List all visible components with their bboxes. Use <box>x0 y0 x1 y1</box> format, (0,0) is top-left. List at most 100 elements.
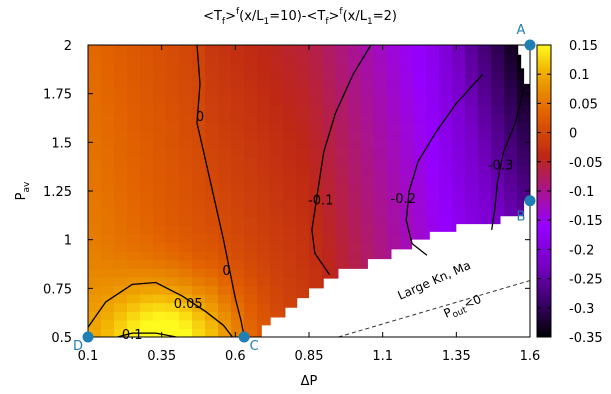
heatmap-cell <box>400 130 414 141</box>
heatmap-cell <box>179 302 193 312</box>
heatmap-cell <box>270 165 284 175</box>
heatmap-cell <box>465 130 479 141</box>
heatmap-cell <box>491 79 505 89</box>
heatmap-cell <box>127 319 141 330</box>
heatmap-cell <box>439 216 453 226</box>
heatmap-cell <box>244 148 258 158</box>
heatmap-cell <box>309 62 323 72</box>
heatmap-cell <box>218 96 232 106</box>
heatmap-cell <box>218 285 232 295</box>
heatmap-cell <box>140 156 154 166</box>
heatmap-cell <box>244 191 258 201</box>
heatmap-cell <box>257 285 271 295</box>
heatmap-cell <box>101 294 115 304</box>
heatmap-cell <box>244 302 258 312</box>
heatmap-cell <box>88 62 102 72</box>
heatmap-cell <box>166 311 180 321</box>
heatmap-cell <box>413 199 427 209</box>
heatmap-cell <box>517 105 530 115</box>
heatmap-cell <box>452 216 466 226</box>
heatmap-cell <box>244 62 258 72</box>
heatmap-cell <box>517 156 530 166</box>
heatmap-cell <box>179 319 193 330</box>
heatmap-cell <box>322 87 336 98</box>
heatmap-cell <box>192 148 206 158</box>
heatmap-cell <box>361 148 375 158</box>
heatmap-cell <box>192 268 206 278</box>
heatmap-cell <box>140 191 154 201</box>
heatmap-cell <box>179 139 193 149</box>
heatmap-cell <box>140 62 154 72</box>
heatmap-cell <box>335 45 349 55</box>
heatmap-cell <box>361 165 375 175</box>
heatmap-cell <box>491 96 505 106</box>
contour-line <box>117 332 177 337</box>
heatmap-cell <box>309 268 323 278</box>
heatmap-cell <box>127 130 141 141</box>
heatmap-cell <box>101 87 115 98</box>
heatmap-cell <box>465 53 479 63</box>
heatmap-cell <box>205 105 219 115</box>
heatmap-cell <box>153 311 167 321</box>
heatmap-cell <box>205 62 219 72</box>
x-axis-ticks: 0.1 0.35 0.6 0.85 1.1 1.35 1.6 <box>78 45 540 364</box>
contour-line <box>405 73 484 256</box>
heatmap-cell <box>218 328 232 337</box>
heatmap-cell <box>452 70 466 80</box>
heatmap-cell <box>426 62 440 72</box>
heatmap-cell <box>387 173 401 184</box>
heatmap-cell <box>270 208 284 218</box>
heatmap-cell <box>114 96 128 106</box>
heatmap-cell <box>491 191 505 201</box>
heatmap-cell <box>361 199 375 209</box>
heatmap-cell <box>296 79 310 89</box>
heatmap-cell <box>400 165 414 175</box>
heatmap-cell <box>283 225 297 235</box>
heatmap-cell <box>413 191 427 201</box>
heatmap-cell <box>231 165 245 175</box>
heatmap-cell <box>413 113 427 123</box>
heatmap-cell <box>244 259 258 269</box>
heatmap-cell <box>166 242 180 252</box>
heatmap-cell <box>387 79 401 89</box>
heatmap-cell <box>153 199 167 209</box>
heatmap-cell <box>296 53 310 63</box>
contour-line <box>311 45 372 276</box>
heatmap-cell <box>374 139 388 149</box>
heatmap-cell <box>205 96 219 106</box>
heatmap-cell <box>166 70 180 80</box>
heatmap-cell <box>205 276 219 287</box>
heatmap-cell <box>413 87 427 98</box>
heatmap-cell <box>153 105 167 115</box>
heatmap-cell <box>439 105 453 115</box>
heatmap-cell <box>439 156 453 166</box>
heatmap-cell <box>127 79 141 89</box>
heatmap-cell <box>166 113 180 123</box>
heatmap-cell <box>517 122 530 132</box>
heatmap-cell <box>257 156 271 166</box>
heatmap-cell <box>348 251 362 261</box>
heatmap-cell <box>478 87 492 98</box>
heatmap-cell <box>244 70 258 80</box>
heatmap-cell <box>504 113 518 123</box>
heatmap-cell <box>270 199 284 209</box>
heatmap-cell <box>478 208 492 218</box>
heatmap-cell <box>426 199 440 209</box>
heatmap-cell <box>218 225 232 235</box>
heatmap-cell <box>257 105 271 115</box>
heatmap-cell <box>88 165 102 175</box>
heatmap-cell <box>478 182 492 192</box>
heatmap-cell <box>140 182 154 192</box>
heatmap-cell <box>153 225 167 235</box>
heatmap-cell <box>205 87 219 98</box>
heatmap-cell <box>413 70 427 80</box>
heatmap-cell <box>205 79 219 89</box>
heatmap-cell <box>270 53 284 63</box>
heatmap-cell <box>192 199 206 209</box>
heatmap-cell <box>348 165 362 175</box>
colorbar-tick-label: 0.15 <box>569 39 598 54</box>
heatmap-cell <box>478 62 492 72</box>
heatmap-cell <box>101 208 115 218</box>
heatmap-cell <box>348 87 362 98</box>
heatmap-cell <box>244 113 258 123</box>
